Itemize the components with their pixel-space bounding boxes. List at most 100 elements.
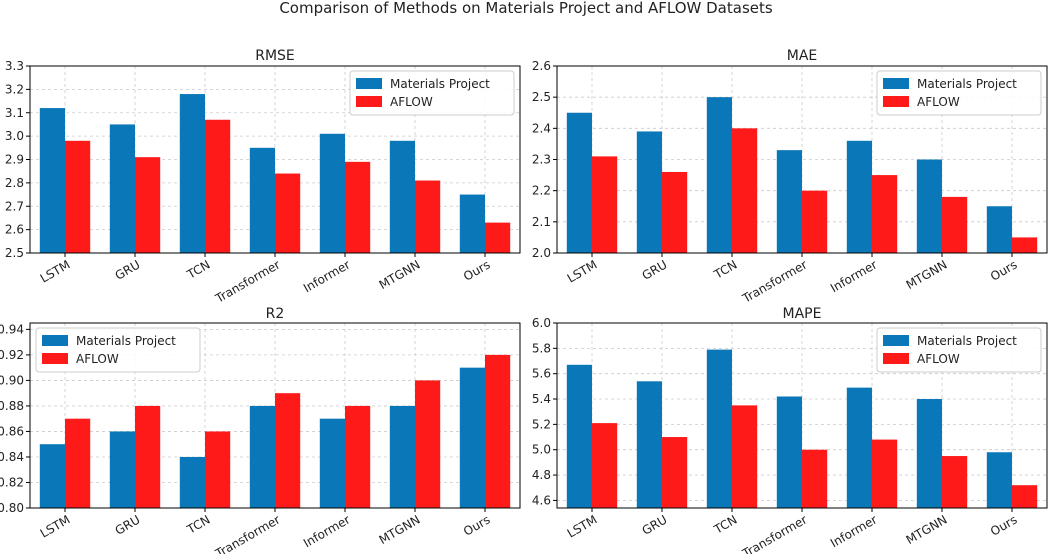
x-tick-label: MTGNN (904, 512, 950, 547)
x-tick-label: TCN (711, 257, 740, 282)
bar-aflow (662, 437, 688, 508)
y-tick-label: 2.7 (5, 199, 24, 213)
bar-aflow (942, 196, 968, 253)
bar-aflow (65, 140, 91, 253)
bar-aflow (662, 171, 688, 253)
chart-title: MAE (787, 48, 818, 64)
y-tick-label: 0.92 (0, 348, 24, 362)
bar-materials-project (179, 94, 205, 253)
bar-aflow (872, 439, 898, 508)
y-tick-label: 5.4 (532, 392, 551, 406)
legend-label: AFLOW (917, 95, 960, 109)
x-tick-label: GRU (640, 512, 670, 537)
legend-label: Materials Project (390, 77, 490, 91)
x-tick-label: LSTM (38, 257, 73, 285)
legend-swatch (356, 78, 382, 89)
bar-materials-project (319, 418, 345, 508)
legend-swatch (42, 335, 68, 346)
y-tick-label: 3.0 (5, 129, 24, 143)
x-tick-label: Informer (828, 257, 880, 295)
y-tick-label: 2.6 (5, 223, 24, 237)
y-tick-label: 5.2 (532, 417, 551, 431)
legend-label: Materials Project (917, 334, 1017, 348)
legend-label: AFLOW (917, 352, 960, 366)
bar-aflow (275, 393, 301, 508)
bar-materials-project (39, 108, 65, 253)
y-tick-label: 2.0 (532, 246, 551, 260)
legend-swatch (883, 78, 909, 89)
bar-materials-project (389, 140, 415, 253)
legend-swatch (883, 96, 909, 107)
x-tick-label: MTGNN (904, 257, 950, 292)
y-tick-label: 2.5 (532, 90, 551, 104)
bar-aflow (732, 128, 758, 253)
bar-materials-project (109, 431, 135, 508)
legend-label: AFLOW (76, 352, 119, 366)
y-tick-label: 3.1 (5, 106, 24, 120)
legend-label: Materials Project (76, 334, 176, 348)
bar-materials-project (459, 367, 485, 508)
y-tick-label: 0.94 (0, 322, 24, 336)
bar-materials-project (179, 456, 205, 508)
bar-materials-project (776, 396, 802, 508)
legend: Materials Project AFLOW (35, 327, 201, 373)
bar-aflow (275, 173, 301, 253)
x-tick-label: Informer (301, 257, 353, 295)
y-tick-label: 2.8 (5, 176, 24, 190)
legend-box (876, 70, 1042, 116)
x-tick-label: Transformer (212, 512, 282, 554)
y-tick-label: 4.8 (532, 468, 551, 482)
bar-aflow (1012, 485, 1038, 508)
bar-aflow (485, 222, 511, 253)
mae-chart: 2.0 2.1 2.2 2.3 2.4 2.5 2.6 LSTM GRU TCN Transform… (532, 48, 1048, 306)
bar-materials-project (636, 131, 662, 253)
y-tick-label: 4.6 (532, 493, 551, 507)
x-tick-label: GRU (113, 512, 143, 537)
bar-materials-project (566, 364, 592, 508)
y-tick-label: 0.86 (0, 424, 24, 438)
legend-swatch (356, 96, 382, 107)
y-tick-label: 2.2 (532, 184, 551, 198)
bar-materials-project (389, 405, 415, 508)
x-tick-label: Informer (828, 512, 880, 550)
bar-aflow (205, 431, 231, 508)
y-tick-label: 5.8 (532, 341, 551, 355)
bar-materials-project (986, 452, 1012, 508)
bar-materials-project (636, 381, 662, 508)
bar-materials-project (249, 405, 275, 508)
y-tick-label: 0.88 (0, 399, 24, 413)
y-tick-label: 3.2 (5, 82, 24, 96)
legend: Materials Project AFLOW (876, 70, 1042, 116)
y-tick-label: 2.1 (532, 215, 551, 229)
x-tick-label: Ours (461, 257, 492, 283)
bar-materials-project (916, 399, 942, 508)
legend-label: AFLOW (390, 95, 433, 109)
bar-aflow (415, 180, 441, 253)
x-tick-label: LSTM (38, 512, 73, 540)
mape-chart: 4.6 4.8 5.0 5.2 5.4 5.6 5.8 6.0 LSTM GRU TCN Transf… (532, 306, 1048, 554)
y-tick-label: 0.82 (0, 475, 24, 489)
bar-aflow (942, 456, 968, 508)
chart-title: MAPE (783, 306, 822, 322)
chart-title: RMSE (255, 48, 295, 64)
x-tick-label: GRU (640, 257, 670, 282)
bar-materials-project (39, 444, 65, 508)
x-tick-label: Ours (988, 257, 1019, 283)
y-tick-label: 0.84 (0, 450, 24, 464)
x-tick-label: GRU (113, 257, 143, 282)
legend-swatch (42, 353, 68, 364)
bar-aflow (345, 161, 371, 253)
bar-aflow (415, 380, 441, 508)
x-tick-label: Ours (988, 512, 1019, 538)
x-tick-label: MTGNN (377, 257, 423, 292)
y-tick-label: 0.90 (0, 373, 24, 387)
y-tick-label: 0.80 (0, 501, 24, 515)
y-tick-label: 2.3 (532, 153, 551, 167)
bar-aflow (592, 423, 618, 508)
x-tick-label: LSTM (565, 257, 600, 285)
y-tick-label: 2.5 (5, 246, 24, 260)
x-tick-label: Transformer (739, 257, 809, 306)
legend-swatch (883, 335, 909, 346)
bar-materials-project (986, 206, 1012, 253)
